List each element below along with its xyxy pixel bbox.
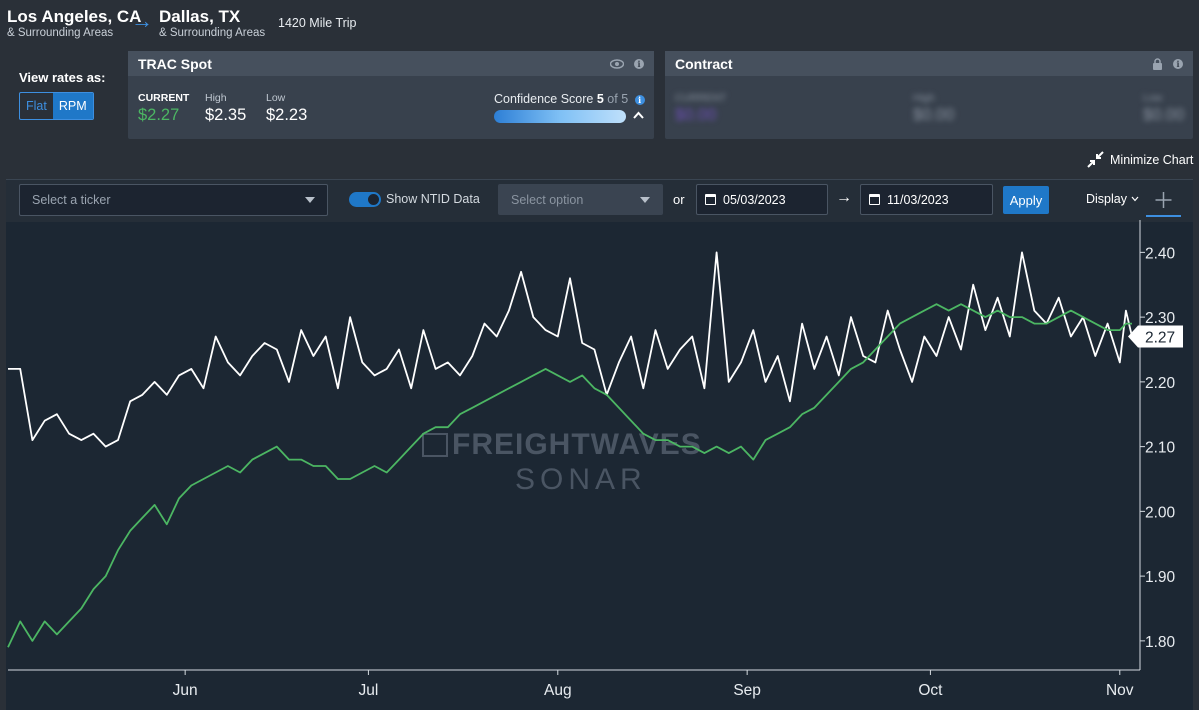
flat-option[interactable]: Flat <box>26 99 47 113</box>
y-tick-label: 2.00 <box>1145 504 1176 521</box>
contract-card: Contract i CURRENT $0.00 High $0.00 Low … <box>665 51 1193 139</box>
chevron-up-icon[interactable] <box>633 111 644 119</box>
ticker-select[interactable]: Select a ticker <box>19 184 328 216</box>
info-icon[interactable]: i <box>634 58 644 69</box>
option-chevron-down-icon <box>640 196 650 203</box>
contract-low-value: $0.00 <box>1143 106 1185 124</box>
contract-header: Contract i <box>665 51 1193 76</box>
series-line-green <box>7 303 1132 648</box>
option-placeholder: Select option <box>511 192 584 207</box>
watermark-logo-mark <box>422 433 448 457</box>
display-chevron-down-icon <box>1131 196 1139 202</box>
y-tick-label: 2.30 <box>1145 310 1176 327</box>
series-line-white <box>8 251 1133 448</box>
low-value: $2.23 <box>266 106 308 124</box>
confidence-score: Confidence Score 5 of 5 i <box>494 92 645 106</box>
ticker-placeholder: Select a ticker <box>32 193 111 207</box>
confidence-value: 5 <box>596 92 604 106</box>
high-label: High <box>205 92 227 104</box>
contract-title: Contract <box>675 55 733 72</box>
or-label: or <box>673 192 685 207</box>
trac-spot-card: TRAC Spot i CURRENT $2.27 High $2.35 Low… <box>128 51 654 139</box>
start-date-value: 05/03/2023 <box>723 192 786 207</box>
ntid-toggle[interactable] <box>349 192 381 207</box>
confidence-of: of 5 <box>607 92 629 106</box>
collapse-icon <box>1087 151 1104 168</box>
end-date-input[interactable]: 11/03/2023 <box>860 184 993 215</box>
y-tick-label: 2.10 <box>1145 440 1176 457</box>
y-tick-label: 2.40 <box>1145 245 1176 262</box>
trac-spot-title: TRAC Spot <box>138 55 212 72</box>
lock-icon <box>1153 57 1162 70</box>
current-label: CURRENT <box>138 92 190 104</box>
x-tick-label: Aug <box>544 682 572 699</box>
calendar-icon <box>705 194 716 205</box>
y-tick-label: 1.80 <box>1145 634 1176 651</box>
origin-city: Los Angeles, CA <box>7 7 142 26</box>
date-range-arrow-icon: → <box>836 189 852 206</box>
rate-unit-toggle: Flat RPM <box>19 92 94 120</box>
ntid-label: Show NTID Data <box>386 192 480 206</box>
view-rates-label: View rates as: <box>19 70 106 85</box>
end-date-value: 11/03/2023 <box>887 192 949 207</box>
minimize-chart-label: Minimize Chart <box>1110 152 1194 167</box>
x-tick-label: Oct <box>918 682 943 699</box>
eye-icon[interactable] <box>610 58 624 69</box>
x-tick-label: Sep <box>733 682 761 699</box>
freightwaves-sonar-watermark: FREIGHTWAVES SONAR <box>422 428 702 496</box>
rate-chart[interactable]: FREIGHTWAVES SONAR 1.80 1.90 2.00 2.10 2.20 2… <box>0 220 1199 710</box>
apply-button[interactable]: Apply <box>1003 186 1049 214</box>
y-tick-label: 1.90 <box>1145 569 1176 586</box>
x-tick-label: Jul <box>358 682 378 699</box>
contract-high-value: $0.00 <box>913 106 955 124</box>
high-value: $2.35 <box>205 106 247 124</box>
start-date-input[interactable]: 05/03/2023 <box>696 184 828 215</box>
origin-subtitle: & Surrounding Areas <box>7 27 114 39</box>
y-tick-label: 2.20 <box>1145 375 1176 392</box>
contract-current-label: CURRENT <box>675 92 727 104</box>
watermark-line1: FREIGHTWAVES <box>452 428 702 461</box>
confidence-label: Confidence Score <box>494 92 594 106</box>
low-label: Low <box>266 92 286 104</box>
display-menu[interactable]: Display <box>1086 192 1139 206</box>
display-label: Display <box>1086 192 1127 206</box>
chevron-down-icon <box>305 197 315 203</box>
route-arrow-icon: → <box>131 8 153 33</box>
confidence-bar <box>494 110 626 123</box>
current-value-marker-label: 2.27 <box>1145 330 1175 347</box>
destination-city: Dallas, TX <box>159 7 241 26</box>
confidence-info-icon[interactable]: i <box>634 95 645 105</box>
trip-distance: 1420 Mile Trip <box>278 16 357 30</box>
watermark-line2: SONAR <box>515 463 647 496</box>
end-calendar-icon <box>869 194 880 205</box>
trac-spot-header: TRAC Spot i <box>128 51 654 76</box>
rpm-option[interactable]: RPM <box>52 93 93 119</box>
current-value: $2.27 <box>138 106 180 124</box>
contract-high-label: High <box>913 92 935 104</box>
chart-panel <box>6 179 1193 710</box>
current-value-marker <box>1128 325 1183 348</box>
crosshair-tool[interactable] <box>1146 185 1181 217</box>
minimize-chart-button[interactable]: Minimize Chart <box>1087 151 1193 168</box>
x-tick-label: Jun <box>173 682 198 699</box>
contract-current-value: $0.00 <box>675 106 717 124</box>
option-select[interactable]: Select option <box>498 184 663 215</box>
x-tick-label: Nov <box>1106 682 1134 699</box>
contract-info-icon[interactable]: i <box>1173 58 1183 69</box>
crosshair-icon <box>1155 192 1172 208</box>
contract-low-label: Low <box>1143 92 1163 104</box>
destination-subtitle: & Surrounding Areas <box>159 27 266 39</box>
